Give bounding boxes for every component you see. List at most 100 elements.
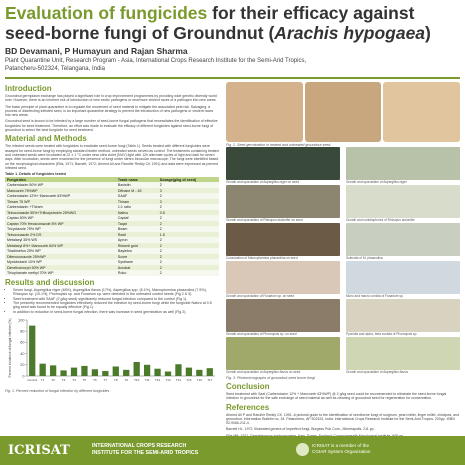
table-cell: Nativo — [115, 209, 158, 216]
fungi-photo — [226, 185, 340, 218]
fungi-photo — [226, 337, 340, 370]
reference-item: Ellis MB. 1971. Dematiaceous hyphomycete… — [226, 434, 460, 438]
fungi-photo — [346, 261, 460, 294]
table-cell: 2 — [157, 193, 219, 199]
y-tick-label: 0 — [22, 375, 24, 379]
fungi-photo-panel: Pycnidia and alpha, beta conidia of Phom… — [346, 299, 460, 337]
table-row: Dimethomorph 50% WP Acrobat 2 — [5, 264, 219, 271]
table-cell: SAAF — [115, 193, 158, 199]
germination-photo — [304, 82, 382, 142]
table-cell: Carbendazim 12%+ Mancozeb 63%WP — [5, 193, 116, 199]
reference-item: Ahmed Ali P and Randhir Reddy CK. 1991. … — [226, 412, 460, 426]
x-tick-label: T13 — [165, 378, 171, 382]
fungi-photo-panel: Growth and sporulation of Rhizopus stolo… — [226, 185, 340, 223]
table-cell: 2 — [157, 253, 219, 260]
bar — [70, 367, 78, 377]
table-cell: Myclobutanil 10% WP — [5, 259, 116, 265]
x-tick-label: T9 — [124, 378, 128, 382]
fungi-photo-grid: Growth and sporulation of Aspergillus ni… — [226, 147, 460, 375]
fungi-photo-panel: Growth and sporulation of Aspergillus fl… — [346, 337, 460, 375]
table-cell: Carbendazim +Thiram — [5, 204, 116, 210]
table-cell: 2 — [157, 226, 219, 232]
results-heading: Results and discussion — [5, 277, 95, 287]
institute-name: INTERNATIONAL CROPS RESEARCH INSTITUTE F… — [92, 443, 199, 456]
table-cell: 3 — [157, 187, 219, 194]
table-cell: Captan 50% WP — [5, 215, 116, 221]
table-cell: Dithane M - 45 — [115, 187, 158, 194]
table-cell: Bavistin — [115, 182, 158, 188]
intro-paragraph: Groundnut seed is known to be infested b… — [5, 119, 218, 133]
poster-title: Evaluation of fungicides for their effic… — [5, 3, 431, 43]
table-cell: 2 — [157, 215, 219, 221]
conclusion-heading: Conclusion — [226, 382, 270, 391]
bar — [164, 371, 172, 377]
table-cell: 2 — [157, 264, 219, 271]
x-tick-label: T12 — [155, 378, 161, 382]
panel-caption: Growth and sporulation of Aspergillus ni… — [346, 180, 407, 184]
header-divider — [5, 77, 460, 79]
x-tick-label: T3 — [62, 378, 66, 382]
table-cell: 2 — [157, 204, 219, 210]
x-tick-label: T6 — [93, 378, 97, 382]
x-tick-label: T8 — [114, 378, 118, 382]
bar — [102, 371, 109, 377]
fungi-photo — [226, 147, 340, 180]
fungi-photo-panel: Growth and sporulation of Aspergillus ni… — [226, 147, 340, 185]
x-tick-label: T10 — [134, 378, 140, 382]
table-cell: Beam — [115, 226, 158, 232]
panel-caption: Growth and conidiophores of Rhizopus sto… — [346, 218, 415, 222]
table-cell: Ridomil gold — [115, 242, 158, 249]
x-tick-label: T16 — [197, 378, 203, 382]
table-cell: 3 — [157, 198, 219, 205]
affiliation: Plant Quarantine Unit, Research Program … — [5, 58, 307, 72]
table-cell: Roko — [115, 270, 158, 276]
bar — [49, 365, 57, 377]
footer-bar: ICRISAT INTERNATIONAL CROPS RESEARCH INS… — [0, 436, 465, 465]
table-header-cell: Fungicides — [5, 177, 116, 183]
fungi-photo — [346, 299, 460, 332]
table-cell: Thiophanate methyl 70% WP — [5, 270, 116, 276]
x-tick-label: T5 — [83, 378, 87, 382]
table-cell: 2 — [157, 270, 219, 276]
germination-photo — [226, 82, 303, 142]
y-tick-label: 100 — [18, 319, 24, 323]
table-cell: Raxil — [115, 231, 158, 238]
table-cell: Bayleton — [115, 248, 158, 254]
x-tick-label: T7 — [104, 378, 108, 382]
bar — [133, 362, 140, 377]
bar — [81, 366, 88, 377]
table-cell: Tebuconazole 50%+Trifloxystrobin 25%WG — [5, 209, 116, 216]
fungi-photo — [226, 299, 340, 332]
bar — [185, 367, 193, 377]
table-row: Carbendazim 12%+ Mancozeb 63%WP SAAF 2 — [5, 193, 219, 199]
table-cell: Systhane — [115, 259, 158, 265]
panel-caption: Growth and sporulation of Fusarium sp. o… — [226, 294, 295, 298]
table-row: Mancozeb 75%WP Dithane M - 45 3 — [5, 187, 219, 194]
panel-caption: Sclerotia of M. phaseolina — [346, 256, 383, 260]
list-item: In addition to reduction in seed-borne f… — [13, 310, 219, 314]
table-row: Captan 50% WP Captaf 2 — [5, 215, 219, 221]
table-caption: Table 1. Details of fungicides tested — [5, 172, 66, 177]
table-row: Triadimefon 25% WP Bayleton 2 — [5, 248, 219, 254]
table-cell: 2 — [157, 259, 219, 265]
table-cell: 2 — [157, 248, 219, 254]
fig3-caption: Fig. 3. Photomicrographs of groundnut se… — [226, 376, 316, 380]
table-header-row: Fungicides Trade name Dosage(g/kg of see… — [5, 177, 219, 183]
list-item: Seed treatment with SAAF (2 g/kg seed) s… — [13, 297, 219, 301]
fig2-caption: Fig. 2. Seed germination in treated and … — [226, 143, 332, 147]
table-cell: Score — [115, 253, 158, 260]
right-column: Fig. 2. Seed germination in treated and … — [226, 82, 461, 440]
fungi-photo-panel: Growth and conidiophores of Rhizopus sto… — [346, 185, 460, 223]
references-heading: References — [226, 402, 270, 412]
table-cell: Apron — [115, 237, 158, 243]
table-row: Metalaxyl 35% WS Apron 2 — [5, 237, 219, 243]
table-cell: Thiram — [115, 198, 158, 205]
table-cell: Captan 70% Hexaconazole 5% WP — [5, 220, 116, 227]
bar — [39, 363, 46, 377]
y-axis-label: Percent incidence of fungal infection (%… — [8, 319, 12, 378]
intro-paragraph: The basic principle of plant quarantine … — [5, 104, 214, 118]
table-header-cell: Trade name — [115, 177, 158, 183]
list-item: The presently recommended fungicides eff… — [13, 301, 219, 310]
x-tick-label: T14 — [176, 378, 182, 382]
left-column: Introduction Groundnut germplasm exchang… — [5, 82, 219, 393]
